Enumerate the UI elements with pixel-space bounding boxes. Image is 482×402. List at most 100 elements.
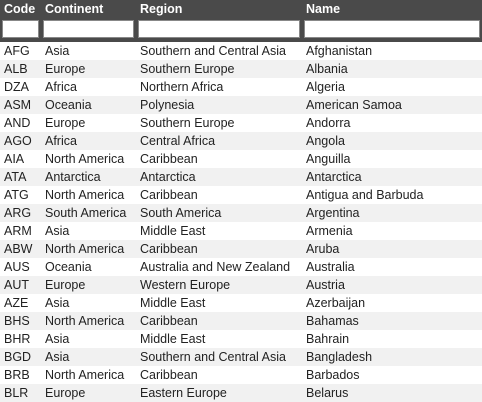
name-cell: Bahamas — [306, 314, 359, 328]
region-cell: Southern Europe — [140, 116, 235, 130]
name-cell: Afghanistan — [306, 44, 373, 58]
code-filter-input[interactable] — [2, 20, 39, 38]
region-cell: Southern and Central Asia — [140, 350, 286, 364]
name-cell: American Samoa — [306, 98, 402, 112]
code-cell: AND — [4, 116, 31, 130]
region-cell: Western Europe — [140, 278, 231, 292]
code-cell: BGD — [4, 350, 32, 364]
continent-cell: Europe — [45, 62, 86, 76]
continent-cell: Africa — [45, 80, 77, 94]
code-cell: ARG — [4, 206, 32, 220]
region-cell: Caribbean — [140, 188, 198, 202]
name-cell: Bangladesh — [306, 350, 373, 364]
region-cell: Caribbean — [140, 368, 198, 382]
code-cell: BHR — [4, 332, 31, 346]
table-row[interactable]: AND Europe Southern Europe Andorra — [0, 114, 482, 132]
region-filter-input[interactable] — [138, 20, 300, 38]
table-row[interactable]: ABW North America Caribbean Aruba — [0, 240, 482, 258]
region-cell: Northern Africa — [140, 80, 224, 94]
region-cell: Antarctica — [140, 170, 196, 184]
table-row[interactable]: BHR Asia Middle East Bahrain — [0, 330, 482, 348]
name-cell: Antigua and Barbuda — [306, 188, 424, 202]
name-cell: Albania — [306, 62, 348, 76]
code-cell: AFG — [4, 44, 30, 58]
name-cell: Azerbaijan — [306, 296, 366, 310]
column-header-continent[interactable]: Continent — [45, 2, 104, 16]
region-cell: Eastern Europe — [140, 386, 227, 400]
code-cell: ABW — [4, 242, 33, 256]
continent-filter-input[interactable] — [43, 20, 134, 38]
table-row[interactable]: ASM Oceania Polynesia American Samoa — [0, 96, 482, 114]
region-cell: Caribbean — [140, 152, 198, 166]
table-row[interactable]: BHS North America Caribbean Bahamas — [0, 312, 482, 330]
code-cell: DZA — [4, 80, 29, 94]
continent-cell: Europe — [45, 116, 86, 130]
table-row[interactable]: ARM Asia Middle East Armenia — [0, 222, 482, 240]
code-cell: BLR — [4, 386, 29, 400]
name-cell: Barbados — [306, 368, 360, 382]
name-cell: Austria — [306, 278, 345, 292]
name-cell: Belarus — [306, 386, 349, 400]
table-row[interactable]: AIA North America Caribbean Anguilla — [0, 150, 482, 168]
name-filter-input[interactable] — [304, 20, 480, 38]
table-row[interactable]: AGO Africa Central Africa Angola — [0, 132, 482, 150]
code-cell: ASM — [4, 98, 32, 112]
column-header-code[interactable]: Code — [4, 2, 36, 16]
code-cell: BHS — [4, 314, 30, 328]
region-cell: Middle East — [140, 296, 206, 310]
continent-cell: North America — [45, 368, 125, 382]
table-row[interactable]: DZA Africa Northern Africa Algeria — [0, 78, 482, 96]
table-row[interactable]: ARG South America South America Argentina — [0, 204, 482, 222]
name-cell: Angola — [306, 134, 345, 148]
name-cell: Algeria — [306, 80, 345, 94]
continent-cell: Asia — [45, 296, 70, 310]
continent-cell: North America — [45, 314, 125, 328]
region-cell: Central Africa — [140, 134, 216, 148]
continent-cell: North America — [45, 152, 125, 166]
table-row[interactable]: AUT Europe Western Europe Austria — [0, 276, 482, 294]
code-cell: ATG — [4, 188, 29, 202]
table-row[interactable]: AFG Asia Southern and Central Asia Afghanis… — [0, 42, 482, 60]
table-row[interactable]: ATG North America Caribbean Antigua and Bar… — [0, 186, 482, 204]
continent-cell: Asia — [45, 224, 70, 238]
region-cell: Southern and Central Asia — [140, 44, 286, 58]
table-row[interactable]: BGD Asia Southern and Central Asia Banglade… — [0, 348, 482, 366]
name-cell: Argentina — [306, 206, 360, 220]
name-cell: Aruba — [306, 242, 340, 256]
region-cell: Middle East — [140, 224, 206, 238]
table-row[interactable]: BRB North America Caribbean Barbados — [0, 366, 482, 384]
region-cell: Caribbean — [140, 242, 198, 256]
continent-cell: Africa — [45, 134, 77, 148]
region-cell: Australia and New Zealand — [140, 260, 291, 274]
table-body: AFG Asia Southern and Central Asia Afghanis… — [0, 42, 482, 402]
name-cell: Antarctica — [306, 170, 362, 184]
name-cell: Australia — [306, 260, 355, 274]
code-cell: ARM — [4, 224, 32, 238]
name-cell: Armenia — [306, 224, 353, 238]
continent-cell: Oceania — [45, 260, 92, 274]
code-cell: AUT — [4, 278, 29, 292]
table-row[interactable]: AUS Oceania Australia and New Zealand Austr… — [0, 258, 482, 276]
region-cell: Southern Europe — [140, 62, 235, 76]
filter-row — [0, 19, 482, 42]
column-header-name[interactable]: Name — [306, 2, 341, 16]
continent-cell: Asia — [45, 44, 70, 58]
continent-cell: North America — [45, 188, 125, 202]
code-cell: ALB — [4, 62, 28, 76]
table-row[interactable]: ALB Europe Southern Europe Albania — [0, 60, 482, 78]
continent-cell: Europe — [45, 386, 86, 400]
region-cell: Middle East — [140, 332, 206, 346]
region-cell: Caribbean — [140, 314, 198, 328]
table-row[interactable]: AZE Asia Middle East Azerbaijan — [0, 294, 482, 312]
region-cell: Polynesia — [140, 98, 195, 112]
continent-cell: Europe — [45, 278, 86, 292]
column-header-region[interactable]: Region — [140, 2, 183, 16]
header-row: Code Continent Region Name — [0, 0, 482, 19]
table-row[interactable]: BLR Europe Eastern Europe Belarus — [0, 384, 482, 402]
table-row[interactable]: ATA Antarctica Antarctica Antarctica — [0, 168, 482, 186]
code-cell: AIA — [4, 152, 25, 166]
name-cell: Anguilla — [306, 152, 351, 166]
continent-cell: Asia — [45, 332, 70, 346]
continent-cell: Oceania — [45, 98, 92, 112]
